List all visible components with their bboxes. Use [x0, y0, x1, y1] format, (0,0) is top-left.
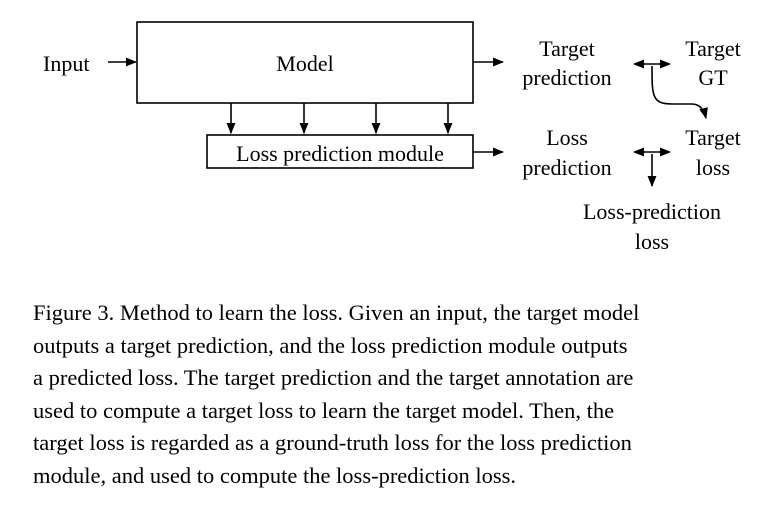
input-label: Input	[43, 51, 89, 76]
caption-line: Figure 3. Method to learn the loss. Give…	[33, 300, 640, 325]
caption-line: a predicted loss. The target prediction …	[33, 365, 634, 390]
loss-prediction-loss-label: Loss-prediction	[583, 199, 721, 224]
target-loss-curve-arrow	[651, 65, 708, 120]
target-loss-label-line2: loss	[696, 155, 730, 180]
caption-line: target loss is regarded as a ground-trut…	[33, 430, 632, 455]
caption-line: module, and used to compute the loss-pre…	[33, 462, 517, 488]
method-diagram: Input Model Loss prediction module Targe…	[43, 21, 741, 254]
target-prediction-label: Target	[539, 36, 594, 61]
caption-line: used to compute a target loss to learn t…	[33, 397, 615, 423]
target-gt-label: Target	[685, 36, 740, 61]
target-gt-label-line2: GT	[698, 65, 728, 90]
loss-module-label: Loss prediction module	[236, 141, 444, 166]
loss-prediction-loss-label-line2: loss	[635, 229, 669, 254]
caption-line: outputs a target prediction, and the los…	[33, 332, 628, 358]
target-prediction-label-line2: prediction	[522, 65, 611, 90]
model-label: Model	[276, 51, 333, 76]
loss-prediction-label-line2: prediction	[522, 155, 611, 180]
loss-prediction-label: Loss	[546, 125, 588, 150]
target-loss-label: Target	[685, 125, 740, 150]
figure-caption: Figure 3. Method to learn the loss. Give…	[33, 297, 759, 492]
